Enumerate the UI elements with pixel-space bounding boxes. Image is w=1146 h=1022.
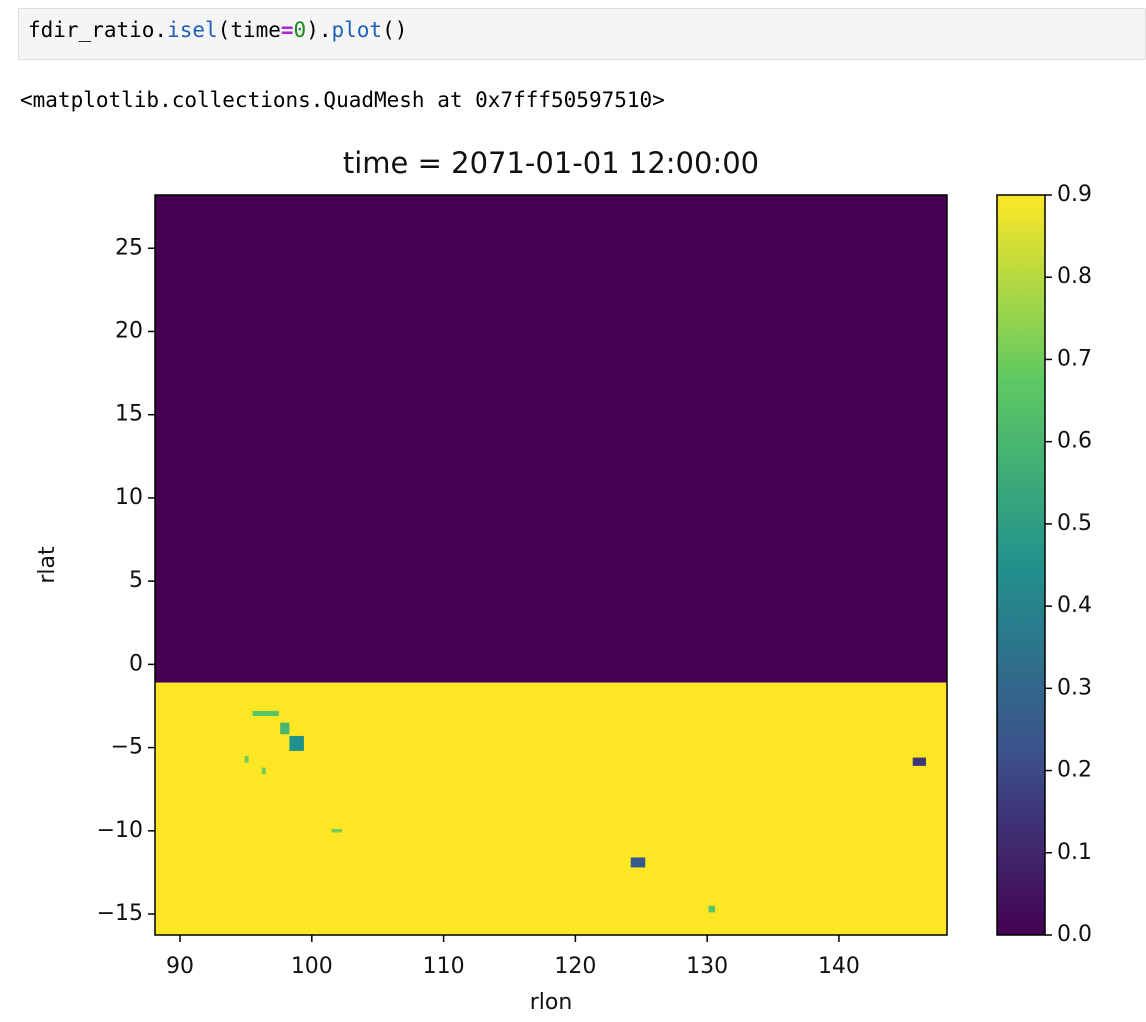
mesh-cell [252, 710, 279, 716]
mesh-cell [244, 755, 249, 763]
colorbar-tick-label: 0.1 [1057, 840, 1092, 865]
mesh-cell [261, 767, 266, 775]
x-tick-label: 130 [686, 954, 728, 979]
mesh-cell [331, 829, 343, 833]
x-tick-label: 120 [554, 954, 596, 979]
colorbar-tick-label: 0.4 [1057, 593, 1092, 618]
plot-frame [154, 194, 948, 936]
colorbar-tick-label: 0.5 [1057, 511, 1092, 536]
colorbar-tick-label: 0.7 [1057, 346, 1092, 371]
code-token: = [280, 18, 294, 42]
code-token: ). [306, 18, 332, 42]
colorbar-tick-label: 0.3 [1057, 675, 1092, 700]
code-token: ( [217, 18, 231, 42]
x-axis-label: rlon [530, 990, 573, 1015]
chart-title: time = 2071-01-01 12:00:00 [343, 146, 759, 180]
colorbar [996, 194, 1046, 936]
mesh-cell [289, 735, 304, 751]
x-tick-label: 110 [423, 954, 465, 979]
x-tick-label: 140 [818, 954, 860, 979]
y-tick-label: −15 [97, 901, 143, 926]
colorbar-tick-label: 0.6 [1057, 429, 1092, 454]
mesh-cell [708, 905, 716, 913]
code-token: () [382, 18, 408, 42]
code-token: time [230, 18, 281, 42]
y-axis-label: rlat [35, 546, 60, 584]
colorbar-tick-label: 0.9 [1057, 182, 1092, 207]
colorbar-tick-label: 0.2 [1057, 758, 1092, 783]
code-token: 0 [293, 18, 307, 42]
code-cell[interactable] [18, 8, 1146, 60]
mesh-cell [155, 195, 947, 683]
mesh-cell [155, 682, 947, 935]
y-tick-label: −5 [111, 735, 143, 760]
code-token: fdir_ratio. [28, 18, 168, 42]
code: fdir_ratio.isel(time=0).plot() [28, 18, 407, 42]
colorbar-tick-label: 0.0 [1057, 922, 1092, 947]
y-tick-label: −10 [97, 818, 143, 843]
mesh-cell [280, 722, 290, 735]
mesh-cell [630, 857, 646, 868]
code-token: plot [331, 18, 383, 42]
mesh-cell [912, 757, 926, 766]
x-tick-label: 100 [291, 954, 333, 979]
x-tick-label: 90 [166, 954, 194, 979]
y-tick-label: 15 [115, 402, 143, 427]
y-tick-label: 10 [115, 485, 143, 510]
y-tick-label: 5 [129, 568, 143, 593]
y-tick-label: 0 [129, 651, 143, 676]
output-text: <matplotlib.collections.QuadMesh at 0x7f… [20, 88, 665, 112]
code-token: isel [167, 18, 218, 42]
y-tick-label: 20 [115, 318, 143, 343]
colorbar-tick-label: 0.8 [1057, 264, 1092, 289]
y-tick-label: 25 [115, 235, 143, 260]
